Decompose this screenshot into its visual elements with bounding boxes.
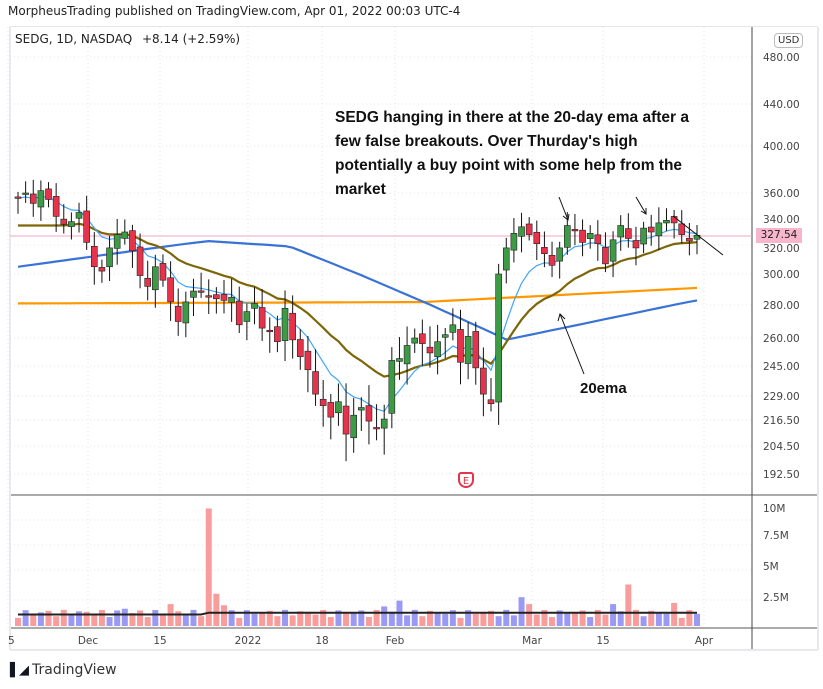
svg-text:300.00: 300.00	[763, 269, 800, 281]
symbol-legend[interactable]: SEDG, 1D, NASDAQ +8.14 (+2.59%)	[15, 32, 240, 46]
svg-text:204.50: 204.50	[763, 441, 800, 453]
svg-text:Feb: Feb	[386, 635, 405, 647]
svg-text:216.50: 216.50	[763, 415, 800, 427]
svg-text:5: 5	[8, 635, 15, 647]
svg-text:440.00: 440.00	[763, 99, 800, 111]
svg-text:Apr: Apr	[695, 635, 714, 647]
annotation-arrows	[557, 196, 724, 375]
publisher-header: MorpheusTrading published on TradingView…	[8, 4, 461, 18]
svg-text:Dec: Dec	[78, 635, 99, 647]
svg-text:7.5M: 7.5M	[763, 530, 789, 542]
tradingview-logo-icon: ▌◢	[10, 662, 29, 678]
svg-text:340.00: 340.00	[763, 214, 800, 226]
svg-text:2022: 2022	[235, 635, 262, 647]
svg-text:18: 18	[315, 635, 328, 647]
currency-badge[interactable]: USD	[774, 33, 804, 48]
svg-text:15: 15	[596, 635, 609, 647]
svg-text:360.00: 360.00	[763, 188, 800, 200]
chart-annotation-note: SEDG hanging in there at the 20-day ema …	[335, 109, 690, 198]
svg-text:15: 15	[153, 635, 166, 647]
svg-text:10M: 10M	[763, 503, 785, 515]
last-price-tag: 327.54	[756, 228, 802, 243]
svg-text:400.00: 400.00	[763, 141, 800, 153]
earnings-marker-icon[interactable]: E	[458, 472, 474, 488]
price-change: +8.14 (+2.59%)	[141, 32, 241, 46]
svg-text:280.00: 280.00	[763, 300, 800, 312]
svg-text:192.50: 192.50	[763, 469, 800, 481]
tradingview-logo[interactable]: ▌◢ TradingView	[10, 662, 117, 678]
svg-text:Mar: Mar	[522, 635, 542, 647]
symbol-info: SEDG, 1D, NASDAQ	[15, 32, 133, 46]
ema-20-label: 20ema	[580, 380, 627, 397]
svg-text:320.00: 320.00	[763, 243, 800, 255]
brand-name: TradingView	[32, 662, 117, 678]
svg-text:229.00: 229.00	[763, 391, 800, 403]
svg-text:480.00: 480.00	[763, 52, 800, 64]
svg-text:260.00: 260.00	[763, 333, 800, 345]
svg-text:245.00: 245.00	[763, 361, 800, 373]
svg-text:5M: 5M	[763, 561, 779, 573]
svg-text:2.5M: 2.5M	[763, 592, 789, 604]
